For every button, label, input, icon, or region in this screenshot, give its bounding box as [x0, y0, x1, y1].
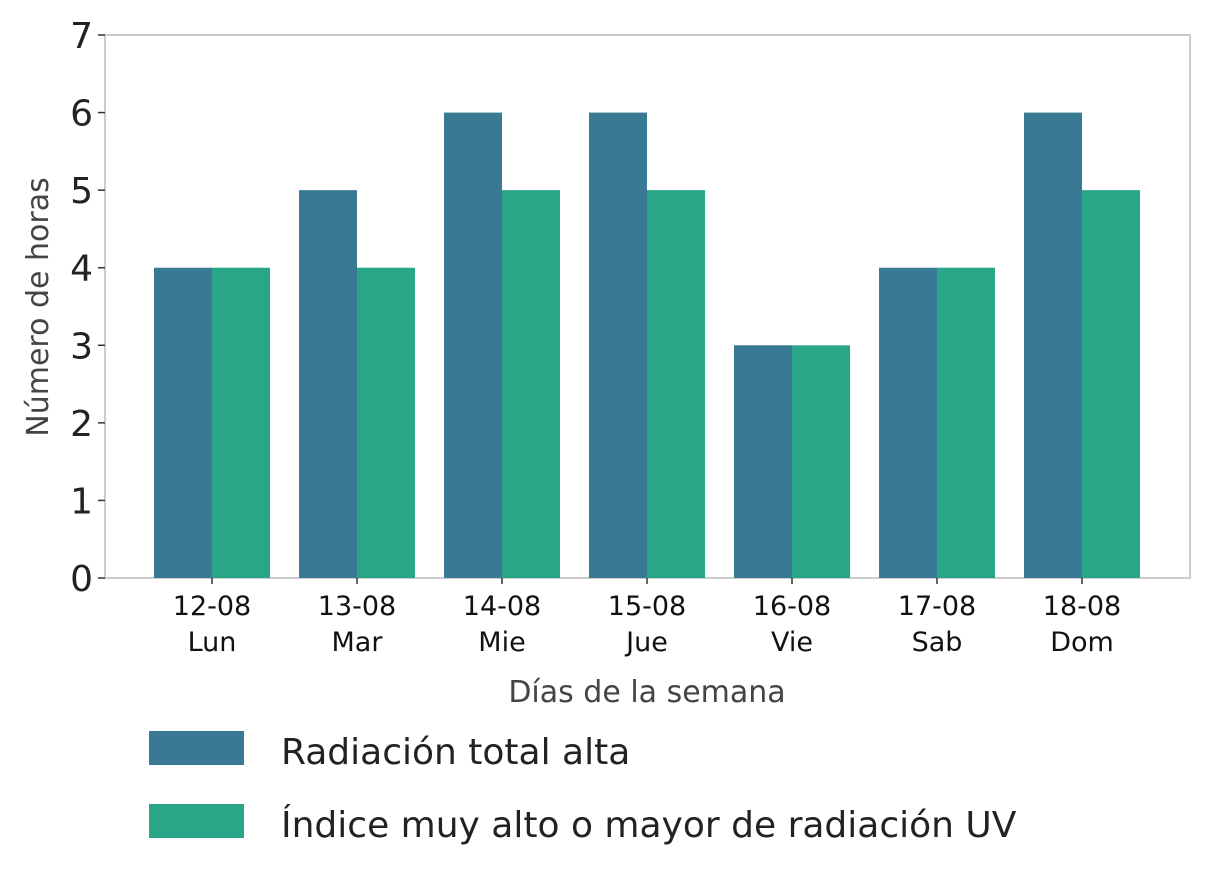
x-tick-label: 14-08 Mie [463, 591, 541, 658]
x-tick-label: 18-08 Dom [1043, 591, 1121, 658]
x-axis-ticks: 12-08 Lun 13-08 Mar 14-08 Mie 15-08 Jue 16-08 Vie… [173, 578, 1121, 658]
x-tick-label: 16-08 Vie [753, 591, 831, 658]
bar-series-1-13-08 [299, 190, 357, 578]
y-axis-title: Número de horas [21, 177, 56, 436]
y-tick-label: 4 [70, 249, 93, 290]
y-tick-label: 6 [70, 94, 93, 135]
bar-series-1-17-08 [879, 267, 937, 578]
y-tick-label: 0 [70, 559, 93, 600]
legend-swatch-series-1 [149, 731, 244, 765]
bar-series-2-15-08 [647, 190, 705, 578]
y-tick-label: 5 [70, 171, 93, 212]
bars-group [154, 112, 1140, 579]
y-tick-label: 7 [70, 16, 93, 57]
bar-series-2-13-08 [357, 267, 415, 578]
bar-series-1-14-08 [444, 112, 502, 579]
legend-label-series-2: Índice muy alto o mayor de radiación UV [281, 804, 1017, 846]
legend-label-series-1: Radiación total alta [281, 732, 630, 773]
x-tick-label: 12-08 Lun [173, 591, 251, 658]
legend-swatch-series-2 [149, 804, 244, 838]
y-tick-label: 1 [70, 481, 93, 522]
legend: Radiación total alta Índice muy alto o m… [149, 731, 1017, 846]
x-tick-label: 13-08 Mar [318, 591, 396, 658]
bar-series-2-12-08 [212, 267, 270, 578]
x-tick-label: 17-08 Sab [898, 591, 976, 658]
bar-series-2-16-08 [792, 345, 850, 578]
bar-series-1-15-08 [589, 112, 647, 579]
bar-series-2-14-08 [502, 190, 560, 578]
y-axis-ticks: 0 1 2 3 4 5 6 7 [70, 16, 105, 600]
x-axis-title: Días de la semana [508, 675, 785, 710]
y-tick-label: 3 [70, 326, 93, 367]
bar-series-2-17-08 [937, 267, 995, 578]
bar-series-1-12-08 [154, 267, 212, 578]
bar-series-1-16-08 [734, 345, 792, 578]
x-tick-label: 15-08 Jue [608, 591, 686, 658]
y-tick-label: 2 [70, 404, 93, 445]
bar-series-2-18-08 [1082, 190, 1140, 578]
bar-series-1-18-08 [1024, 112, 1082, 579]
